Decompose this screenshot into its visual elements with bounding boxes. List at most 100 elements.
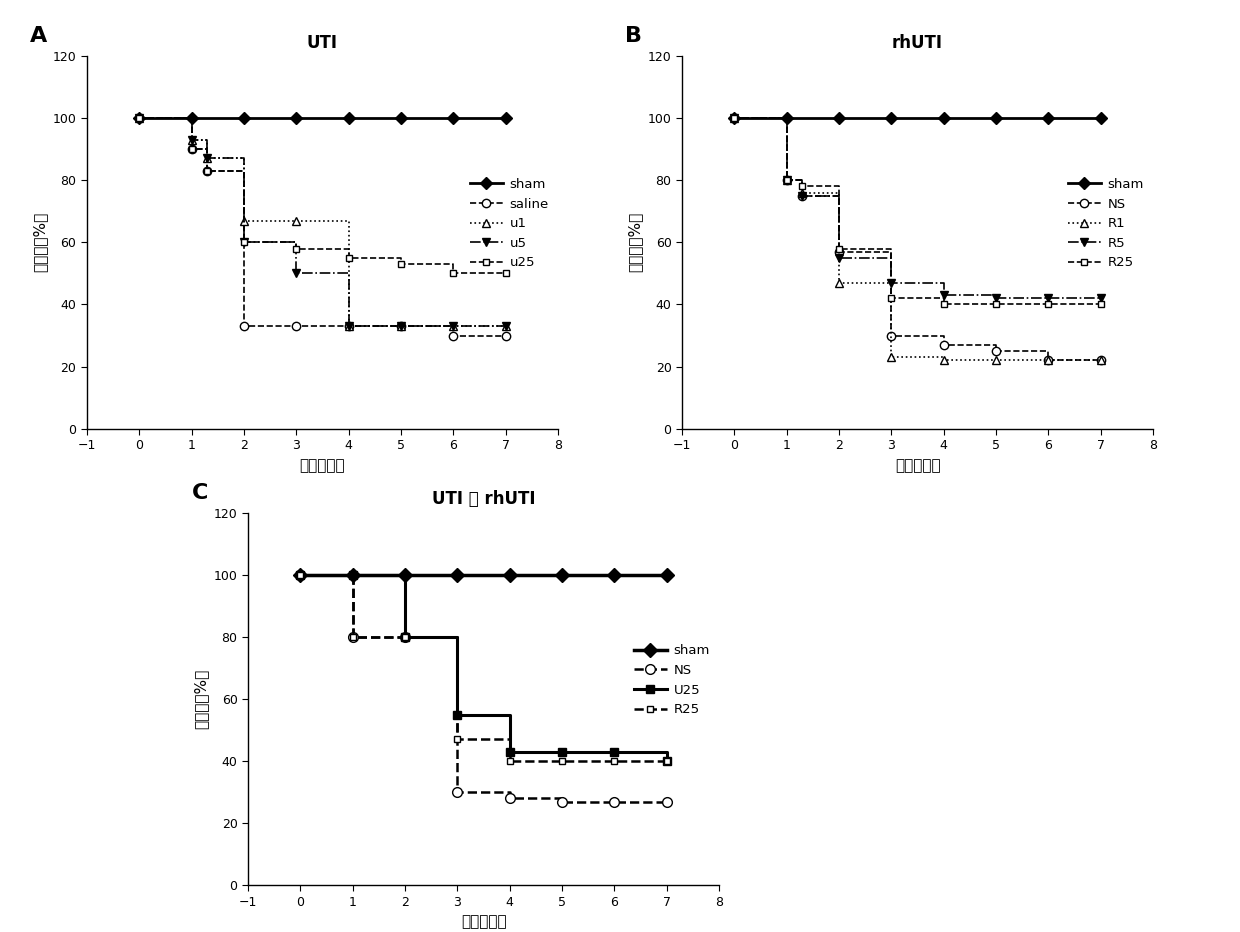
u25 — [289, 243, 304, 254]
u25 — [393, 258, 408, 269]
u1 — [200, 153, 215, 164]
Y-axis label: 生存率（%）: 生存率（%） — [193, 669, 208, 729]
u1 — [184, 134, 198, 145]
NS — [988, 346, 1003, 357]
R1 — [1094, 355, 1109, 366]
R25 — [988, 299, 1003, 310]
R1 — [832, 277, 847, 288]
u1 — [446, 321, 461, 332]
Legend: sham, NS, U25, R25: sham, NS, U25, R25 — [631, 642, 713, 719]
saline — [393, 321, 408, 332]
saline — [200, 165, 215, 176]
X-axis label: 时间（天）: 时间（天） — [895, 458, 940, 473]
NS — [884, 330, 899, 341]
Line: u25: u25 — [135, 115, 510, 277]
Text: A: A — [30, 26, 47, 46]
saline — [131, 113, 146, 124]
NS — [660, 796, 675, 807]
Title: rhUTI: rhUTI — [892, 34, 944, 51]
Y-axis label: 生存率（%）: 生存率（%） — [32, 212, 47, 272]
Line: NS: NS — [730, 114, 1105, 364]
R1 — [779, 174, 794, 185]
R1 — [988, 355, 1003, 366]
NS — [832, 246, 847, 257]
R1 — [1042, 355, 1056, 366]
U25 — [554, 747, 569, 758]
Line: R25: R25 — [730, 115, 1105, 308]
saline — [237, 321, 252, 332]
saline — [341, 321, 356, 332]
u5 — [184, 134, 198, 145]
sham — [832, 113, 847, 124]
sham — [341, 113, 356, 124]
R25 — [1094, 299, 1109, 310]
sham — [450, 569, 465, 581]
NS — [779, 174, 794, 185]
R5 — [1094, 293, 1109, 304]
sham — [988, 113, 1003, 124]
u5 — [237, 237, 252, 248]
Line: R1: R1 — [730, 114, 1105, 364]
X-axis label: 时间（天）: 时间（天） — [461, 914, 506, 929]
NS — [1094, 355, 1109, 366]
Y-axis label: 生存率（%）: 生存率（%） — [627, 212, 642, 272]
NS — [450, 787, 465, 798]
sham — [608, 569, 622, 581]
R25 — [936, 299, 951, 310]
R5 — [832, 253, 847, 264]
sham — [884, 113, 899, 124]
X-axis label: 时间（天）: 时间（天） — [300, 458, 345, 473]
Title: UTI: UTI — [306, 34, 337, 51]
sham — [1094, 113, 1109, 124]
NS — [398, 631, 413, 642]
R25 — [660, 756, 675, 767]
Line: u1: u1 — [135, 114, 510, 330]
u1 — [289, 215, 304, 226]
sham — [289, 113, 304, 124]
u25 — [237, 237, 252, 248]
Line: R5: R5 — [730, 114, 1105, 302]
saline — [498, 330, 513, 341]
R1 — [727, 113, 742, 124]
Line: u5: u5 — [135, 114, 510, 330]
U25 — [660, 756, 675, 767]
u5 — [498, 321, 513, 332]
U25 — [502, 747, 517, 758]
saline — [446, 330, 461, 341]
u25 — [184, 144, 198, 155]
sham — [131, 113, 146, 124]
R25 — [727, 113, 742, 124]
R25 — [608, 756, 622, 767]
R1 — [884, 351, 899, 363]
R25 — [450, 733, 465, 745]
u25 — [131, 113, 146, 124]
R5 — [884, 277, 899, 288]
sham — [727, 113, 742, 124]
Line: NS: NS — [295, 569, 672, 806]
U25 — [398, 631, 413, 642]
R25 — [293, 569, 308, 581]
Legend: sham, NS, R1, R5, R25: sham, NS, R1, R5, R25 — [1065, 175, 1147, 272]
Line: U25: U25 — [296, 570, 671, 765]
sham — [660, 569, 675, 581]
u1 — [498, 321, 513, 332]
U25 — [293, 569, 308, 581]
R5 — [1042, 293, 1056, 304]
sham — [345, 569, 360, 581]
Line: sham: sham — [730, 114, 1105, 122]
sham — [393, 113, 408, 124]
u25 — [446, 267, 461, 279]
sham — [293, 569, 308, 581]
NS — [1042, 355, 1056, 366]
sham — [184, 113, 198, 124]
saline — [289, 321, 304, 332]
sham — [779, 113, 794, 124]
sham — [446, 113, 461, 124]
u1 — [393, 321, 408, 332]
NS — [502, 793, 517, 804]
R25 — [398, 631, 413, 642]
R5 — [936, 290, 951, 301]
R25 — [345, 631, 360, 642]
R25 — [554, 756, 569, 767]
Line: sham: sham — [295, 569, 672, 580]
